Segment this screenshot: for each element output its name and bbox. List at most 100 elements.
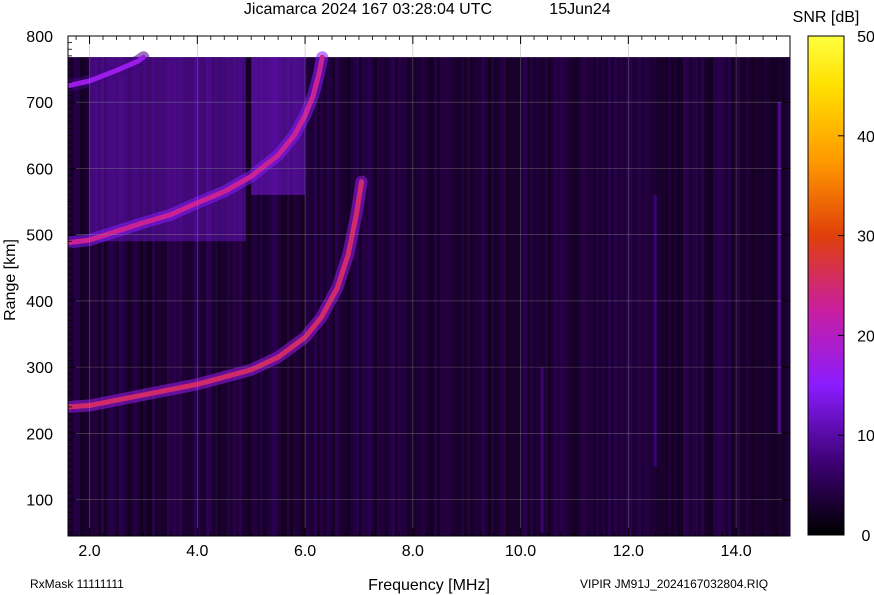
y-tick-label: 100 [26, 493, 53, 510]
noise-column [437, 57, 440, 536]
noise-column [236, 57, 239, 536]
noise-column [104, 57, 107, 536]
noise-column [242, 57, 245, 536]
noise-column [167, 57, 170, 536]
noise-column [764, 57, 767, 536]
noise-column [623, 57, 626, 536]
noise-column [593, 57, 596, 536]
noise-column [386, 57, 389, 536]
noise-column [317, 57, 320, 536]
x-tick-label: 4.0 [186, 543, 208, 560]
y-tick-label: 800 [26, 29, 53, 46]
noise-column [557, 57, 560, 536]
noise-column [251, 57, 254, 536]
y-axis-label: Range [km] [2, 239, 19, 321]
noise-column [767, 57, 770, 536]
noise-column [476, 57, 479, 536]
noise-column [461, 57, 464, 536]
noise-column [374, 57, 377, 536]
noise-column [515, 57, 518, 536]
noise-column [560, 57, 563, 536]
noise-column [278, 57, 281, 536]
noise-column [275, 57, 278, 536]
noise-column [383, 57, 386, 536]
noise-column [293, 57, 296, 536]
noise-column [83, 57, 86, 536]
noise-column [239, 57, 242, 536]
noise-column [221, 57, 224, 536]
noise-column [257, 57, 260, 536]
noise-column [662, 57, 665, 536]
noise-column [518, 57, 521, 536]
noise-column [416, 57, 419, 536]
noise-column [299, 57, 302, 536]
noise-column [446, 57, 449, 536]
noise-column [377, 57, 380, 536]
noise-column [599, 57, 602, 536]
noise-column [527, 57, 530, 536]
grid [68, 35, 790, 536]
noise-column [776, 57, 779, 536]
noise-column [212, 57, 215, 536]
echo-traces [68, 51, 368, 413]
noise-column [161, 57, 164, 536]
noise-column [248, 57, 251, 536]
noise-column [482, 57, 485, 536]
noise-column [473, 57, 476, 536]
noise-column [608, 57, 611, 536]
noise-column [503, 57, 506, 536]
noise-column [368, 57, 371, 536]
noise-column [203, 57, 206, 536]
noise-column [185, 57, 188, 536]
file-label: VIPIR JM91J_2024167032804.RIQ [580, 577, 768, 591]
x-axis-ticks: 2.0 4.0 6.0 8.0 10.0 12.0 14.0 [75, 36, 791, 560]
chart-date: 15Jun24 [549, 1, 610, 18]
noise-column [698, 57, 701, 536]
y-tick-label: 700 [26, 95, 53, 112]
noise-column [644, 57, 647, 536]
noise-column [338, 57, 341, 536]
noise-column [485, 57, 488, 536]
noise-column [674, 57, 677, 536]
noise-column [692, 57, 695, 536]
noise-column [614, 57, 617, 536]
noise-column [230, 57, 233, 536]
noise-column [686, 57, 689, 536]
noise-column [563, 57, 566, 536]
noise-column [569, 57, 572, 536]
noise-column [269, 57, 272, 536]
noise-column [425, 57, 428, 536]
noise-column [740, 57, 743, 536]
noise-column [92, 57, 95, 536]
noise-column [470, 57, 473, 536]
noise-column [107, 57, 110, 536]
noise-column [272, 57, 275, 536]
noise-column [170, 57, 173, 536]
echo-trace [68, 54, 325, 246]
noise-column [497, 57, 500, 536]
noise-column [530, 57, 533, 536]
noise-column [725, 57, 728, 536]
plot-frame [67, 35, 791, 537]
noise-column [284, 57, 287, 536]
noise-column [260, 57, 263, 536]
noise-column [575, 57, 578, 536]
noise-column [677, 57, 680, 536]
noise-column [110, 57, 113, 536]
noise-column [359, 57, 362, 536]
noise-column [95, 57, 98, 536]
vertical-echo-line [540, 367, 544, 533]
noise-column [143, 57, 146, 536]
noise-column [113, 57, 116, 536]
noise-column [659, 57, 662, 536]
noise-column [188, 57, 191, 536]
noise-column [452, 57, 455, 536]
noise-column [572, 57, 575, 536]
x-tick-label: 6.0 [294, 543, 316, 560]
noise-column [323, 57, 326, 536]
noise-column [311, 57, 314, 536]
noise-column [545, 57, 548, 536]
noise-column [428, 57, 431, 536]
noise-column [77, 57, 80, 536]
noise-column [758, 57, 761, 536]
